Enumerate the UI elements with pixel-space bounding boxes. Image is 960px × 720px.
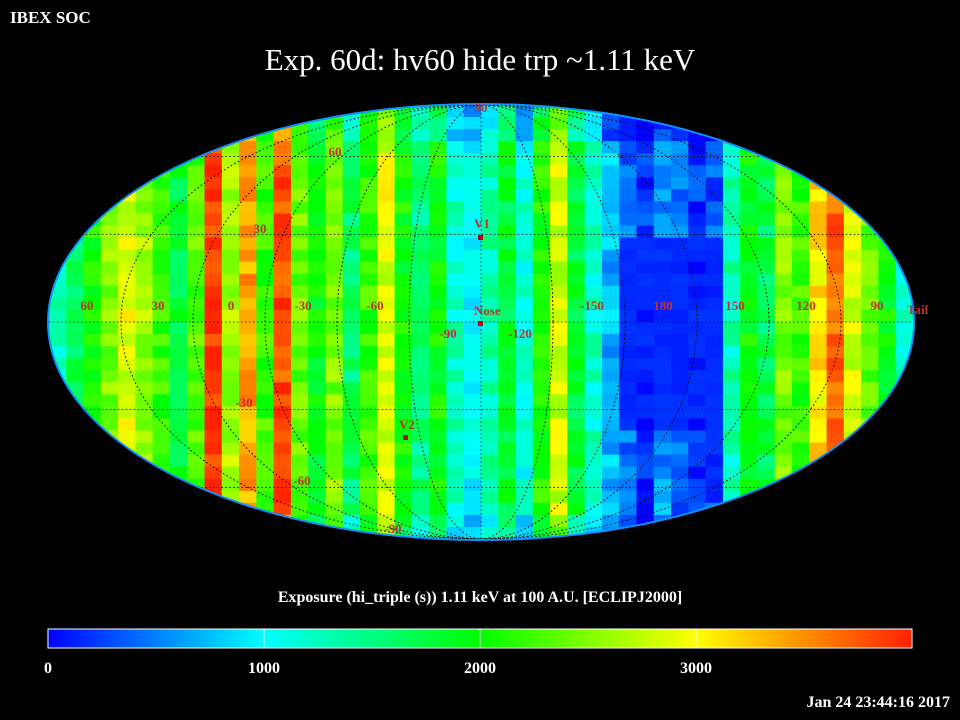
colorbar-tick-label-3000: 3000 xyxy=(680,660,712,677)
longitude-label: 150 xyxy=(725,298,745,313)
latitude-label: 60 xyxy=(329,144,342,159)
latitude-labels: 90 60 30 -30 -60 -90 xyxy=(235,100,487,536)
colorbar-tick-label-0: 0 xyxy=(44,660,52,677)
marker-v2 xyxy=(403,435,408,440)
colorbar-title: Exposure (hi_triple (s)) 1.11 keV at 100… xyxy=(277,589,683,606)
longitude-labels: 60 30 0 -30 -60 -90 -120 -150 180 150 120 90 xyxy=(81,298,884,341)
colorbar-tick-marks xyxy=(47,629,697,648)
marker-label-v1: V1 xyxy=(474,216,490,231)
latitude-label: 30 xyxy=(254,221,267,236)
longitude-label: -60 xyxy=(366,298,383,313)
latitude-label: -90 xyxy=(384,521,401,536)
longitude-label: 120 xyxy=(796,298,816,313)
longitude-label: 180 xyxy=(653,298,673,313)
marker-label-tail: Tail xyxy=(907,302,929,317)
longitude-label: -150 xyxy=(580,298,604,313)
longitude-label: 30 xyxy=(152,298,165,313)
longitude-label: 90 xyxy=(871,298,884,313)
latitude-label: -60 xyxy=(293,473,310,488)
longitude-label: 60 xyxy=(81,298,94,313)
marker-label-v2: V2 xyxy=(399,417,415,432)
longitude-label: -90 xyxy=(439,326,456,341)
longitude-label: -120 xyxy=(508,326,532,341)
timestamp: Jan 24 23:44:16 2017 xyxy=(806,694,950,711)
marker-v1 xyxy=(478,235,483,240)
longitude-label: 0 xyxy=(228,298,235,313)
marker-label-nose: Nose xyxy=(474,303,501,318)
map-title: Exp. 60d: hv60 hide trp ~1.11 keV xyxy=(264,42,696,77)
colorbar-tick-label-1000: 1000 xyxy=(248,660,280,677)
longitude-label: -30 xyxy=(294,298,311,313)
app-header-label: IBEX SOC xyxy=(10,8,91,27)
colorbar-tick-label-2000: 2000 xyxy=(464,660,496,677)
markers: V1 Nose V2 Tail xyxy=(399,216,929,440)
marker-nose xyxy=(478,321,483,326)
latitude-label: 90 xyxy=(475,100,488,115)
latitude-label: -30 xyxy=(235,395,252,410)
